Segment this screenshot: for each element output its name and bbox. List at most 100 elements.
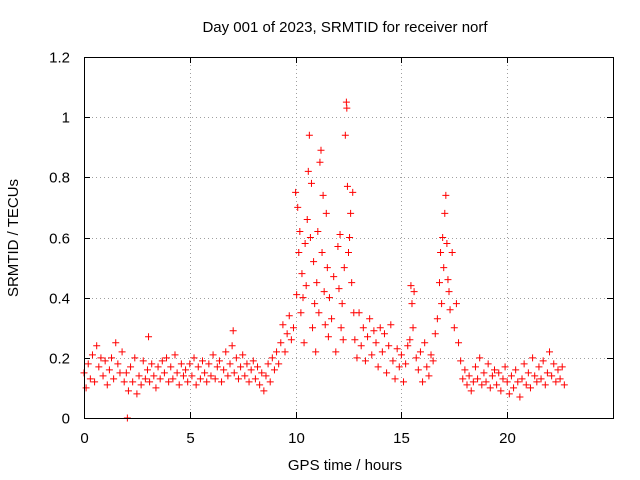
data-point <box>112 339 120 347</box>
data-point <box>427 351 435 359</box>
data-point <box>441 209 449 217</box>
data-point <box>429 357 437 365</box>
data-point <box>471 363 479 371</box>
data-point <box>86 375 94 383</box>
data-point <box>184 378 192 386</box>
data-point <box>143 366 151 374</box>
data-point <box>175 381 183 389</box>
data-point <box>110 375 118 383</box>
data-point <box>512 366 520 374</box>
data-point <box>163 354 171 362</box>
data-point <box>289 324 297 332</box>
data-point <box>302 282 310 290</box>
data-point <box>524 369 532 377</box>
data-point <box>283 330 291 338</box>
data-point <box>299 294 307 302</box>
data-point <box>455 339 463 347</box>
data-point <box>156 375 164 383</box>
data-point <box>560 381 568 389</box>
data-point <box>457 357 465 365</box>
data-point <box>220 366 228 374</box>
data-point <box>264 360 272 368</box>
data-point <box>146 378 154 386</box>
data-point <box>211 375 219 383</box>
data-point <box>476 354 484 362</box>
data-point <box>486 384 494 392</box>
data-point <box>297 309 305 317</box>
axis-ticks <box>84 57 613 419</box>
data-point <box>303 215 311 223</box>
data-point <box>186 360 194 368</box>
data-point <box>190 354 198 362</box>
data-point <box>341 131 349 139</box>
data-point <box>501 363 509 371</box>
data-point <box>400 378 408 386</box>
data-point <box>357 342 365 350</box>
data-point <box>300 339 308 347</box>
data-point <box>548 372 556 380</box>
data-point <box>351 336 359 344</box>
data-point <box>141 375 149 383</box>
data-point <box>431 330 439 338</box>
data-point <box>546 348 554 356</box>
data-point <box>474 375 482 383</box>
data-point <box>370 327 378 335</box>
data-point <box>301 240 309 248</box>
data-point <box>218 378 226 386</box>
data-point <box>439 234 447 241</box>
data-point <box>537 375 545 383</box>
data-point <box>480 369 488 377</box>
data-point <box>433 315 441 323</box>
data-point <box>154 363 162 371</box>
data-point <box>129 378 137 386</box>
data-point <box>245 378 253 386</box>
data-point <box>556 375 564 383</box>
data-point <box>120 378 128 386</box>
data-point <box>296 227 304 235</box>
data-point <box>160 369 168 377</box>
y-tick-label: 0.4 <box>49 291 70 308</box>
data-point <box>330 273 338 281</box>
data-point <box>440 264 448 272</box>
data-point <box>82 384 90 392</box>
data-point <box>328 315 336 323</box>
data-point <box>294 203 302 211</box>
data-point <box>273 348 281 356</box>
data-point <box>346 234 354 241</box>
data-point <box>307 179 315 187</box>
data-point <box>402 360 410 368</box>
data-point <box>339 336 347 344</box>
data-point <box>105 366 113 374</box>
data-point <box>340 264 348 272</box>
data-point <box>247 366 255 374</box>
y-tick-label: 1 <box>62 110 70 127</box>
data-point <box>334 243 342 251</box>
y-tick-label: 0.8 <box>49 170 70 187</box>
data-point <box>522 381 530 389</box>
data-point <box>315 309 323 317</box>
data-point <box>325 294 333 302</box>
data-point <box>249 357 257 365</box>
data-point <box>322 209 330 217</box>
data-point <box>335 285 343 293</box>
data-point <box>349 188 357 196</box>
data-point <box>503 378 511 386</box>
data-point <box>277 339 285 347</box>
data-point <box>526 384 534 392</box>
data-point <box>419 378 427 386</box>
data-point <box>298 270 306 278</box>
data-point <box>323 264 331 272</box>
data-point <box>438 300 446 308</box>
data-point <box>232 354 240 362</box>
data-point <box>410 288 418 296</box>
data-point <box>359 324 367 332</box>
data-point <box>467 387 475 395</box>
data-point <box>445 288 453 296</box>
data-point <box>478 381 486 389</box>
data-point <box>531 372 539 380</box>
data-point <box>88 351 96 359</box>
data-point <box>558 363 566 371</box>
data-point <box>152 384 160 392</box>
data-point <box>406 336 414 344</box>
y-tick-label: 0.6 <box>49 231 70 248</box>
